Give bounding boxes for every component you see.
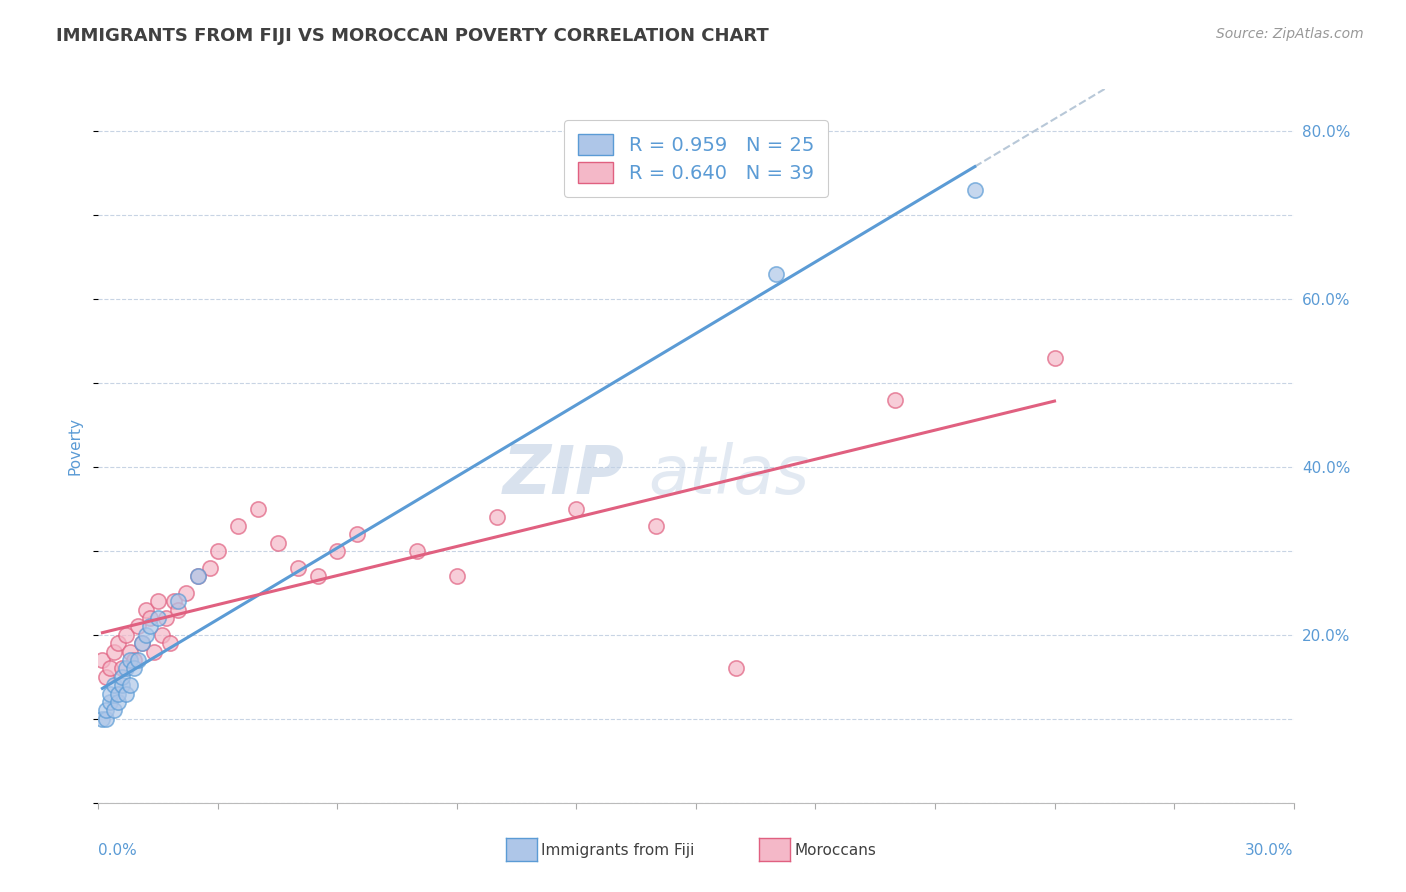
Point: [135, 603, 157, 617]
Point: [103, 645, 125, 659]
Point: [159, 636, 181, 650]
Point: [148, 594, 170, 608]
Point: [174, 586, 197, 600]
Point: [127, 619, 149, 633]
Point: [131, 636, 153, 650]
Point: [96, 670, 118, 684]
Point: [326, 544, 349, 558]
Point: [135, 628, 157, 642]
Text: Source: ZipAtlas.com: Source: ZipAtlas.com: [1216, 27, 1364, 41]
Point: [163, 594, 186, 608]
Point: [155, 611, 177, 625]
Text: 30.0%: 30.0%: [1246, 843, 1294, 858]
Text: ZIP: ZIP: [502, 442, 624, 508]
Point: [139, 611, 162, 625]
Point: [91, 653, 114, 667]
Point: [131, 636, 153, 650]
Point: [96, 703, 118, 717]
Point: [124, 653, 146, 667]
Point: [139, 619, 162, 633]
Point: [111, 678, 134, 692]
Point: [120, 653, 142, 667]
Point: [307, 569, 329, 583]
Point: [645, 518, 668, 533]
Point: [1043, 351, 1066, 365]
Point: [124, 661, 146, 675]
Point: [115, 628, 138, 642]
Point: [107, 636, 129, 650]
Point: [103, 678, 125, 692]
Point: [167, 603, 190, 617]
Text: Moroccans: Moroccans: [794, 843, 876, 857]
Point: [287, 560, 309, 574]
Point: [115, 661, 138, 675]
Point: [111, 670, 134, 684]
Point: [120, 678, 142, 692]
Point: [103, 703, 125, 717]
Point: [187, 569, 209, 583]
Point: [246, 502, 269, 516]
Point: [446, 569, 468, 583]
Point: [100, 687, 122, 701]
Point: [150, 628, 173, 642]
Point: [167, 594, 190, 608]
Point: [207, 544, 229, 558]
Point: [148, 611, 170, 625]
Point: [115, 687, 138, 701]
Point: [120, 645, 142, 659]
Point: [187, 569, 209, 583]
Point: [346, 527, 368, 541]
Point: [111, 661, 134, 675]
Point: [91, 712, 114, 726]
Text: 0.0%: 0.0%: [98, 843, 138, 858]
Point: [765, 267, 787, 281]
Text: atlas: atlas: [648, 442, 810, 508]
Point: [406, 544, 429, 558]
Point: [267, 535, 290, 549]
Text: Immigrants from Fiji: Immigrants from Fiji: [541, 843, 695, 857]
Point: [963, 183, 986, 197]
Y-axis label: Poverty: Poverty: [67, 417, 83, 475]
Point: [127, 653, 149, 667]
Point: [96, 712, 118, 726]
Point: [143, 645, 166, 659]
Point: [724, 661, 747, 675]
Point: [565, 502, 588, 516]
Legend: R = 0.959   N = 25, R = 0.640   N = 39: R = 0.959 N = 25, R = 0.640 N = 39: [564, 120, 828, 197]
Text: IMMIGRANTS FROM FIJI VS MOROCCAN POVERTY CORRELATION CHART: IMMIGRANTS FROM FIJI VS MOROCCAN POVERTY…: [56, 27, 769, 45]
Point: [107, 687, 129, 701]
Point: [198, 560, 221, 574]
Point: [485, 510, 508, 524]
Point: [100, 695, 122, 709]
Point: [226, 518, 249, 533]
Point: [107, 695, 129, 709]
Point: [884, 392, 907, 407]
Point: [100, 661, 122, 675]
